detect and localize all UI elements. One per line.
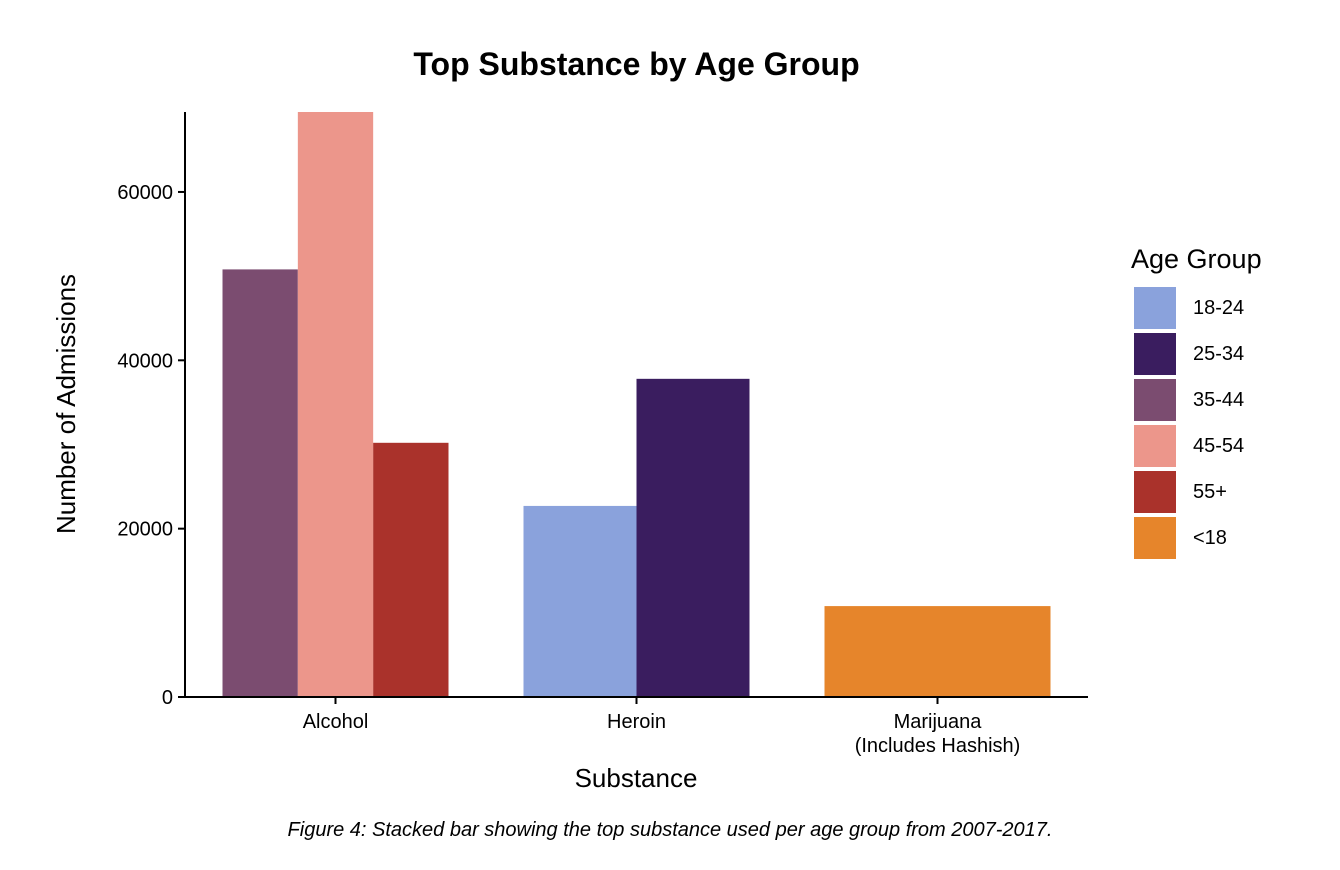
- x-tick-label: Heroin: [607, 711, 666, 733]
- legend-title: Age Group: [1131, 244, 1262, 274]
- bars-group: [222, 112, 1051, 697]
- legend-item: <18: [1131, 515, 1262, 561]
- bar-3544-cat0: [222, 269, 298, 697]
- bar-2534-cat1: [636, 378, 750, 697]
- legend-label: 35-44: [1193, 388, 1245, 411]
- bar-18-cat2: [824, 606, 1051, 697]
- x-tick-label: (Includes Hashish): [855, 735, 1021, 757]
- legend-swatch: [1134, 287, 1176, 329]
- x-tick-label: Marijuana: [894, 711, 983, 733]
- x-axis-title: Substance: [575, 763, 698, 793]
- legend-item: 55+: [1131, 469, 1262, 515]
- legend: Age Group 18-24 25-34 35-44 45-54 55+ <18: [1131, 244, 1262, 561]
- figure-caption: Figure 4: Stacked bar showing the top su…: [287, 819, 1053, 841]
- legend-swatch: [1134, 425, 1176, 467]
- bar-55-cat0: [373, 442, 449, 697]
- legend-item: 25-34: [1131, 331, 1262, 377]
- legend-item: 45-54: [1131, 423, 1262, 469]
- legend-label: 25-34: [1193, 342, 1245, 365]
- bar-4554-cat0: [297, 112, 374, 697]
- x-tick-label: Alcohol: [303, 711, 369, 733]
- legend-swatch: [1134, 333, 1176, 375]
- legend-label: 18-24: [1193, 296, 1245, 319]
- y-axis-title: Number of Admissions: [51, 274, 81, 534]
- legend-label: <18: [1193, 526, 1227, 549]
- legend-label: 55+: [1193, 480, 1227, 503]
- legend-swatch: [1134, 517, 1176, 559]
- bar-1824-cat1: [523, 505, 637, 697]
- y-ticks-group: 0 20000 40000 60000: [117, 182, 185, 709]
- y-tick-label: 60000: [117, 182, 173, 204]
- legend-item: 18-24: [1131, 285, 1262, 331]
- legend-items: 18-24 25-34 35-44 45-54 55+ <18: [1131, 285, 1262, 561]
- y-tick-label: 40000: [117, 350, 173, 372]
- legend-swatch: [1134, 471, 1176, 513]
- y-tick-label: 20000: [117, 519, 173, 541]
- chart-title: Top Substance by Age Group: [413, 46, 860, 82]
- legend-item: 35-44: [1131, 377, 1262, 423]
- x-ticks-group: Alcohol Heroin Marijuana(Includes Hashish): [303, 697, 1021, 757]
- y-tick-label: 0: [162, 687, 173, 709]
- legend-swatch: [1134, 379, 1176, 421]
- legend-label: 45-54: [1193, 434, 1245, 457]
